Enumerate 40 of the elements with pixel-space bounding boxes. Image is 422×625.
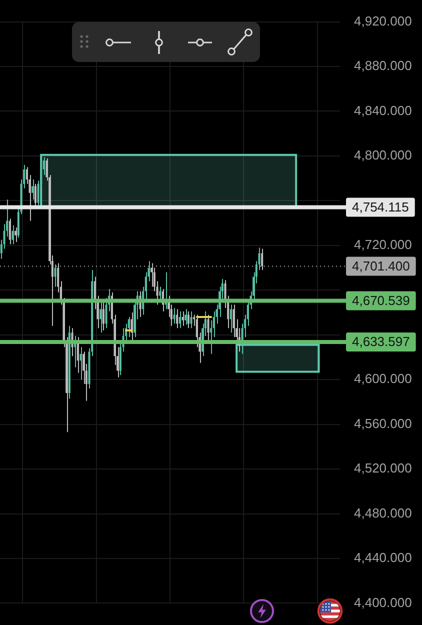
ref-line-label: 4,633.597	[352, 334, 410, 350]
candlestick	[102, 300, 104, 331]
ref-line-label: 4,670.539	[352, 292, 410, 308]
candlestick	[261, 248, 264, 271]
candlestick	[8, 218, 11, 245]
y-tick-label: 4,600.000	[354, 371, 412, 386]
y-tick-label: 4,920.000	[354, 13, 412, 28]
candlestick	[196, 314, 198, 348]
candlestick	[182, 310, 184, 326]
candlestick	[54, 264, 56, 288]
candlestick	[34, 183, 36, 208]
y-tick-label: 4,440.000	[354, 550, 412, 566]
candlestick	[173, 308, 176, 324]
candlestick	[76, 336, 79, 374]
candlestick	[176, 308, 178, 329]
candlestick	[178, 310, 181, 329]
y-tick-label: 4,840.000	[354, 102, 412, 118]
y-tick-label: 4,560.000	[354, 416, 412, 431]
candlestick	[187, 310, 190, 329]
candlestick	[210, 320, 212, 354]
candlestick	[32, 178, 34, 200]
candlestick	[232, 304, 235, 338]
candlestick	[80, 346, 82, 380]
drag-handle[interactable]	[72, 22, 101, 62]
y-tick-label: 4,480.000	[354, 505, 412, 520]
y-tick-label: 4,800.000	[354, 148, 412, 163]
candlestick	[12, 224, 14, 245]
candlestick	[184, 308, 187, 326]
candlestick	[230, 304, 232, 334]
ref-line-label: 4,754.115	[352, 199, 409, 214]
y-tick-label: 4,880.000	[354, 58, 412, 74]
ref-line-label: 4,701.400	[352, 258, 410, 274]
candlestick	[14, 227, 17, 243]
y-tick-label: 4,400.000	[354, 594, 412, 610]
y-tick-label: 4,720.000	[354, 236, 412, 252]
diagonal-segment-tool[interactable]	[220, 22, 260, 62]
candlestick	[190, 310, 192, 329]
candlestick	[128, 316, 130, 338]
y-tick-label: 4,520.000	[354, 460, 412, 476]
candlestick	[100, 302, 102, 334]
